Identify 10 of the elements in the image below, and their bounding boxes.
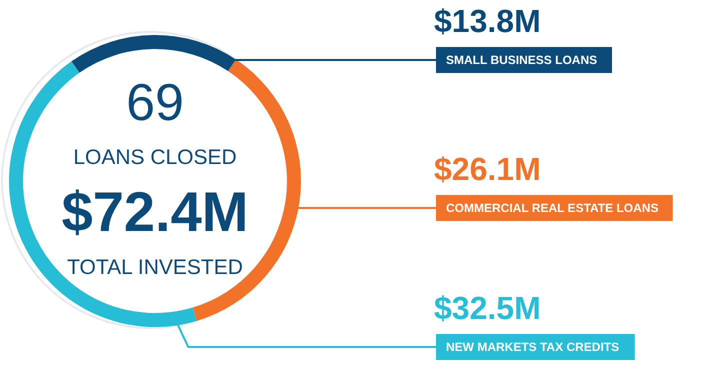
- text: TOTAL INVESTED: [67, 256, 243, 279]
- data-label: $26.1M: [434, 151, 541, 187]
- data-label: $32.5M: [434, 290, 541, 326]
- text: 69: [126, 74, 184, 132]
- text: LOANS CLOSED: [73, 146, 237, 169]
- slice-label: COMMERCIAL REAL ESTATE LOANS: [446, 201, 658, 215]
- slice-label: SMALL BUSINESS LOANS: [446, 53, 598, 67]
- slice-label: NEW MARKETS TAX CREDITS: [446, 340, 620, 354]
- data-label: $13.8M: [434, 3, 541, 39]
- text: $72.4M: [62, 180, 248, 243]
